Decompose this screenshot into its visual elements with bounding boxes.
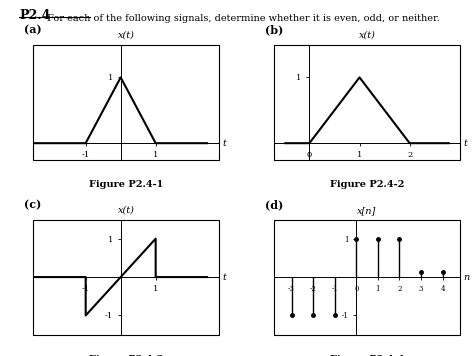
Text: Figure P2.4-4: Figure P2.4-4 [330, 355, 404, 356]
Text: (c): (c) [24, 199, 41, 210]
Text: Figure P2.4-3: Figure P2.4-3 [89, 355, 163, 356]
Text: (d): (d) [265, 199, 283, 210]
Text: (a): (a) [24, 24, 42, 35]
Text: x(t): x(t) [359, 31, 375, 40]
Text: t: t [222, 273, 226, 282]
Text: n: n [464, 273, 470, 282]
Text: t: t [222, 139, 226, 148]
Text: x(t): x(t) [118, 31, 134, 40]
Text: t: t [464, 139, 467, 148]
Text: x(t): x(t) [118, 206, 134, 215]
Text: Figure P2.4-2: Figure P2.4-2 [330, 180, 404, 189]
Text: Figure P2.4-1: Figure P2.4-1 [89, 180, 163, 189]
Text: x[n]: x[n] [357, 206, 377, 215]
Text: (b): (b) [265, 24, 283, 35]
Text: P2.4: P2.4 [19, 9, 50, 22]
Text: For each of the following signals, determine whether it is even, odd, or neither: For each of the following signals, deter… [47, 14, 440, 22]
